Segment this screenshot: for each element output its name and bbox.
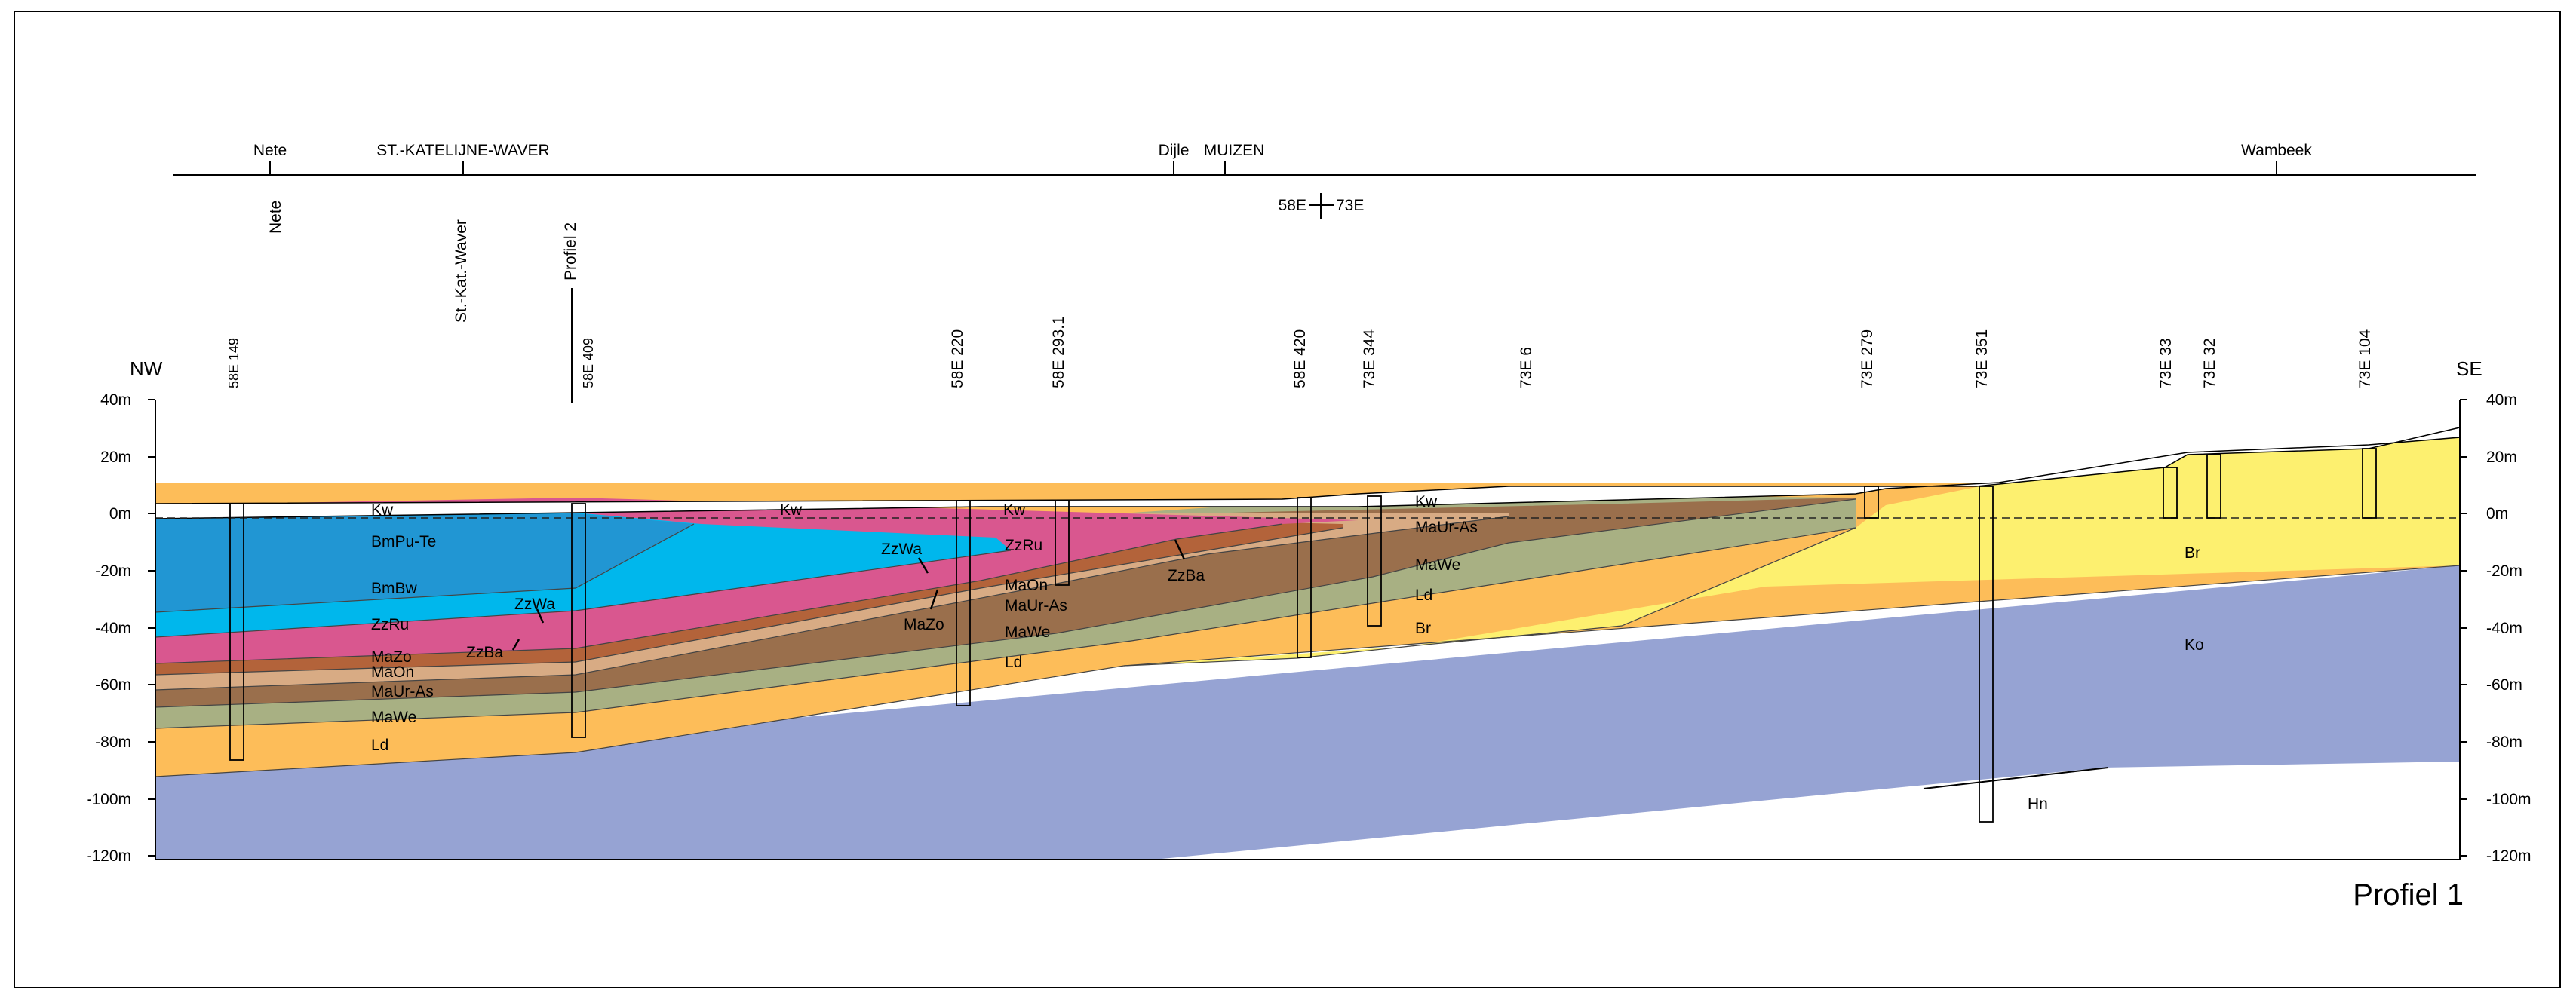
borehole-label: 58E 409 bbox=[581, 338, 596, 388]
map-sheet-right: 73E bbox=[1336, 197, 1364, 214]
top-ticks bbox=[269, 161, 2277, 175]
borehole-58e2931 bbox=[1055, 500, 1070, 586]
unit-mawe: MaWe bbox=[371, 709, 416, 726]
layer-br bbox=[1124, 437, 2460, 666]
borehole-58e409 bbox=[571, 503, 586, 738]
unit-zzru: ZzRu bbox=[1005, 537, 1042, 554]
unit-bmbw: BmBw bbox=[371, 580, 418, 597]
vlabel-nete: Nete bbox=[267, 201, 284, 234]
unit-kw: Kw bbox=[1415, 493, 1438, 510]
borehole-73e351 bbox=[1979, 486, 1994, 823]
tick-0: 0m bbox=[109, 505, 131, 522]
borehole-label: 73E 279 bbox=[1859, 329, 1876, 388]
borehole-73e344 bbox=[1367, 495, 1382, 627]
unit-br: Br bbox=[2185, 544, 2200, 562]
tick-0-r: 0m bbox=[2486, 505, 2508, 522]
layer-bmpu-te bbox=[155, 513, 694, 612]
unit-mazo: MaZo bbox=[904, 616, 944, 633]
borehole-label: 73E 351 bbox=[1973, 329, 1991, 388]
unit-zzwa: ZzWa bbox=[881, 541, 922, 558]
tick-m120-r: -120m bbox=[2486, 847, 2531, 865]
unit-zzba: ZzBa bbox=[1168, 567, 1205, 584]
tick-m80-r: -80m bbox=[2486, 734, 2522, 751]
borehole-label: 58E 220 bbox=[949, 329, 966, 388]
borehole-label: 73E 6 bbox=[1518, 347, 1535, 388]
borehole-label: 58E 149 bbox=[226, 338, 241, 388]
borehole-label: 73E 33 bbox=[2157, 338, 2175, 388]
leader-lines bbox=[511, 539, 1186, 651]
corner-nw: NW bbox=[130, 357, 163, 380]
tick-40: 40m bbox=[100, 391, 131, 409]
top-label-muizen: MUIZEN bbox=[1204, 142, 1265, 159]
top-label-katelijne: ST.-KATELIJNE-WAVER bbox=[376, 142, 549, 159]
corner-se: SE bbox=[2456, 357, 2482, 380]
unit-maur-as: MaUr-As bbox=[1005, 597, 1067, 614]
unit-ld: Ld bbox=[371, 737, 388, 754]
tick-m20: -20m bbox=[95, 562, 131, 580]
top-label-wambeek: Wambeek bbox=[2241, 142, 2312, 159]
unit-ld: Ld bbox=[1415, 587, 1432, 604]
unit-zzwa: ZzWa bbox=[514, 596, 555, 613]
unit-ld: Ld bbox=[1005, 654, 1022, 671]
elevation-axis-right: 40m 20m 0m -20m -40m -60m -80m -100m -12… bbox=[2460, 391, 2531, 865]
borehole-73e104 bbox=[2362, 448, 2377, 519]
tick-m120: -120m bbox=[86, 847, 131, 865]
tick-20-r: 20m bbox=[2486, 449, 2517, 466]
borehole-73e32 bbox=[2206, 454, 2221, 519]
tick-m20-r: -20m bbox=[2486, 562, 2522, 580]
vlabel-katelijne: St.-Kat.-Waver bbox=[453, 219, 470, 323]
layer-kw bbox=[155, 427, 2461, 519]
top-label-dijle: Dijle bbox=[1159, 142, 1190, 159]
tick-m100-r: -100m bbox=[2486, 791, 2531, 808]
vlabel-profiel2: Profiel 2 bbox=[562, 222, 579, 280]
unit-maur-as: MaUr-As bbox=[1415, 519, 1478, 536]
tick-m100: -100m bbox=[86, 791, 131, 808]
borehole-columns bbox=[229, 448, 2377, 823]
unit-bmpu-te: BmPu-Te bbox=[371, 533, 436, 550]
unit-zzru: ZzRu bbox=[371, 616, 409, 633]
borehole-label: 73E 104 bbox=[2356, 329, 2374, 388]
unit-maur-as: MaUr-As bbox=[371, 683, 434, 700]
unit-kw: Kw bbox=[1003, 501, 1026, 519]
unit-zzba: ZzBa bbox=[466, 644, 503, 661]
unit-maon: MaOn bbox=[1005, 577, 1048, 594]
unit-hn: Hn bbox=[2028, 795, 2048, 813]
elevation-axis-left: 40m 20m 0m -20m -40m -60m -80m -100m -12… bbox=[86, 391, 155, 865]
top-label-nete: Nete bbox=[253, 142, 287, 159]
tick-m40-r: -40m bbox=[2486, 620, 2522, 637]
profile-title: Profiel 1 bbox=[2353, 878, 2464, 912]
layer-hn-white bbox=[1154, 762, 2460, 860]
tick-m60-r: -60m bbox=[2486, 676, 2522, 694]
borehole-58e220 bbox=[956, 500, 971, 706]
borehole-label: 73E 344 bbox=[1361, 329, 1378, 388]
tick-m40: -40m bbox=[95, 620, 131, 637]
hn-boundary bbox=[1923, 767, 2109, 789]
unit-mawe: MaWe bbox=[1005, 624, 1050, 641]
tick-m60: -60m bbox=[95, 676, 131, 694]
unit-ko: Ko bbox=[2185, 636, 2204, 654]
unit-mawe: MaWe bbox=[1415, 556, 1460, 574]
unit-mazo: MaZo bbox=[371, 648, 412, 666]
unit-maon: MaOn bbox=[371, 663, 414, 681]
borehole-73e33 bbox=[2163, 467, 2178, 519]
unit-kw: Kw bbox=[780, 501, 803, 519]
unit-kw: Kw bbox=[371, 501, 394, 519]
borehole-label: 58E 420 bbox=[1291, 329, 1309, 388]
tick-m80: -80m bbox=[95, 734, 131, 751]
layer-boundaries bbox=[155, 498, 2461, 777]
tick-40-r: 40m bbox=[2486, 391, 2517, 409]
borehole-label: 58E 293.1 bbox=[1050, 316, 1067, 388]
map-sheet-left: 58E bbox=[1279, 197, 1306, 214]
borehole-58e420 bbox=[1297, 497, 1312, 658]
tick-20: 20m bbox=[100, 449, 131, 466]
borehole-label: 73E 32 bbox=[2201, 338, 2218, 388]
layer-ko bbox=[155, 565, 2460, 860]
borehole-73e279 bbox=[1864, 486, 1879, 519]
borehole-58e149 bbox=[229, 503, 244, 761]
unit-br: Br bbox=[1415, 620, 1431, 637]
